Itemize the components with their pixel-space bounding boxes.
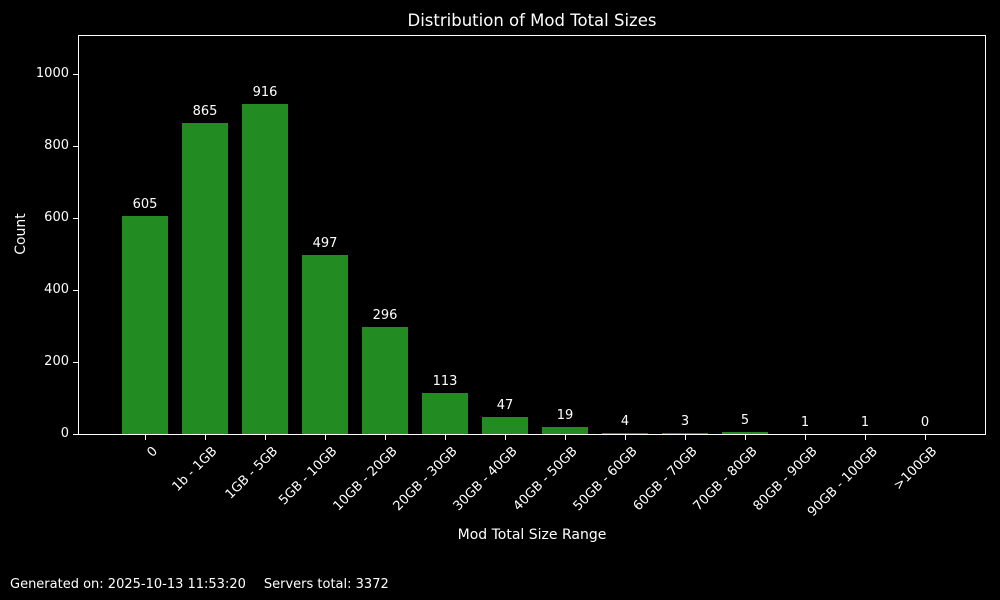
bar	[422, 393, 468, 434]
x-tick	[204, 435, 206, 440]
x-tick	[444, 435, 446, 440]
bar-value-label: 3	[680, 413, 690, 429]
x-tick	[384, 435, 386, 440]
bar	[362, 327, 408, 434]
x-tick-label: 0	[144, 444, 161, 461]
x-tick-label: 1b - 1GB	[169, 444, 221, 495]
bar	[722, 432, 768, 434]
x-tick	[624, 435, 626, 440]
plot-area: 0 200 400 600 800 1000 605 0 865 1b - 1GB 916 1GB -…	[36, 35, 986, 520]
y-tick-label: 0	[60, 426, 69, 441]
x-tick	[684, 435, 686, 440]
bar-value-label: 5	[740, 412, 750, 428]
y-tick	[73, 433, 78, 435]
x-tick	[144, 435, 146, 440]
bar	[542, 427, 588, 434]
y-tick-label: 400	[44, 282, 69, 298]
y-tick-label: 800	[44, 138, 69, 154]
bar	[662, 433, 708, 434]
footer: Generated on: 2025-10-13 11:53:20 Servers…	[10, 577, 389, 592]
bar-value-label: 605	[132, 196, 158, 212]
bar	[302, 255, 348, 434]
bar	[482, 417, 528, 434]
y-tick	[73, 289, 78, 291]
servers-total: Servers total: 3372	[263, 577, 389, 592]
x-axis-label: Mod Total Size Range	[457, 527, 607, 543]
x-tick-label: >100GB	[891, 444, 941, 494]
y-tick-label: 200	[44, 354, 69, 370]
y-axis-label: Count	[13, 213, 29, 255]
x-tick	[864, 435, 866, 440]
generated-timestamp: Generated on: 2025-10-13 11:53:20	[10, 577, 246, 592]
y-tick	[73, 217, 78, 219]
x-tick	[264, 435, 266, 440]
x-tick-label: 5GB - 10GB	[276, 444, 341, 509]
bar-value-label: 916	[252, 84, 278, 100]
x-tick	[504, 435, 506, 440]
bar	[602, 433, 648, 434]
bar-value-label: 497	[312, 235, 338, 251]
chart-title: Distribution of Mod Total Sizes	[407, 11, 657, 30]
bar-value-label: 113	[432, 373, 458, 389]
y-tick	[73, 145, 78, 147]
bar-value-label: 47	[496, 397, 514, 413]
bar-value-label: 865	[192, 103, 218, 119]
y-tick	[73, 361, 78, 363]
y-tick-label: 1000	[35, 66, 69, 82]
bar	[242, 104, 288, 434]
x-tick	[744, 435, 746, 440]
x-tick-label: 1GB - 5GB	[222, 444, 281, 503]
y-tick-label: 600	[44, 210, 69, 226]
x-tick	[804, 435, 806, 440]
x-tick	[564, 435, 566, 440]
bar-value-label: 1	[800, 414, 810, 430]
x-tick	[324, 435, 326, 440]
x-tick	[924, 435, 926, 440]
bar	[182, 123, 228, 434]
bar-value-label: 296	[372, 307, 398, 323]
bar-value-label: 0	[920, 414, 930, 430]
y-tick	[73, 73, 78, 75]
bar	[122, 216, 168, 434]
bar-value-label: 4	[620, 413, 630, 429]
bar-value-label: 1	[860, 414, 870, 430]
bar-value-label: 19	[556, 407, 574, 423]
